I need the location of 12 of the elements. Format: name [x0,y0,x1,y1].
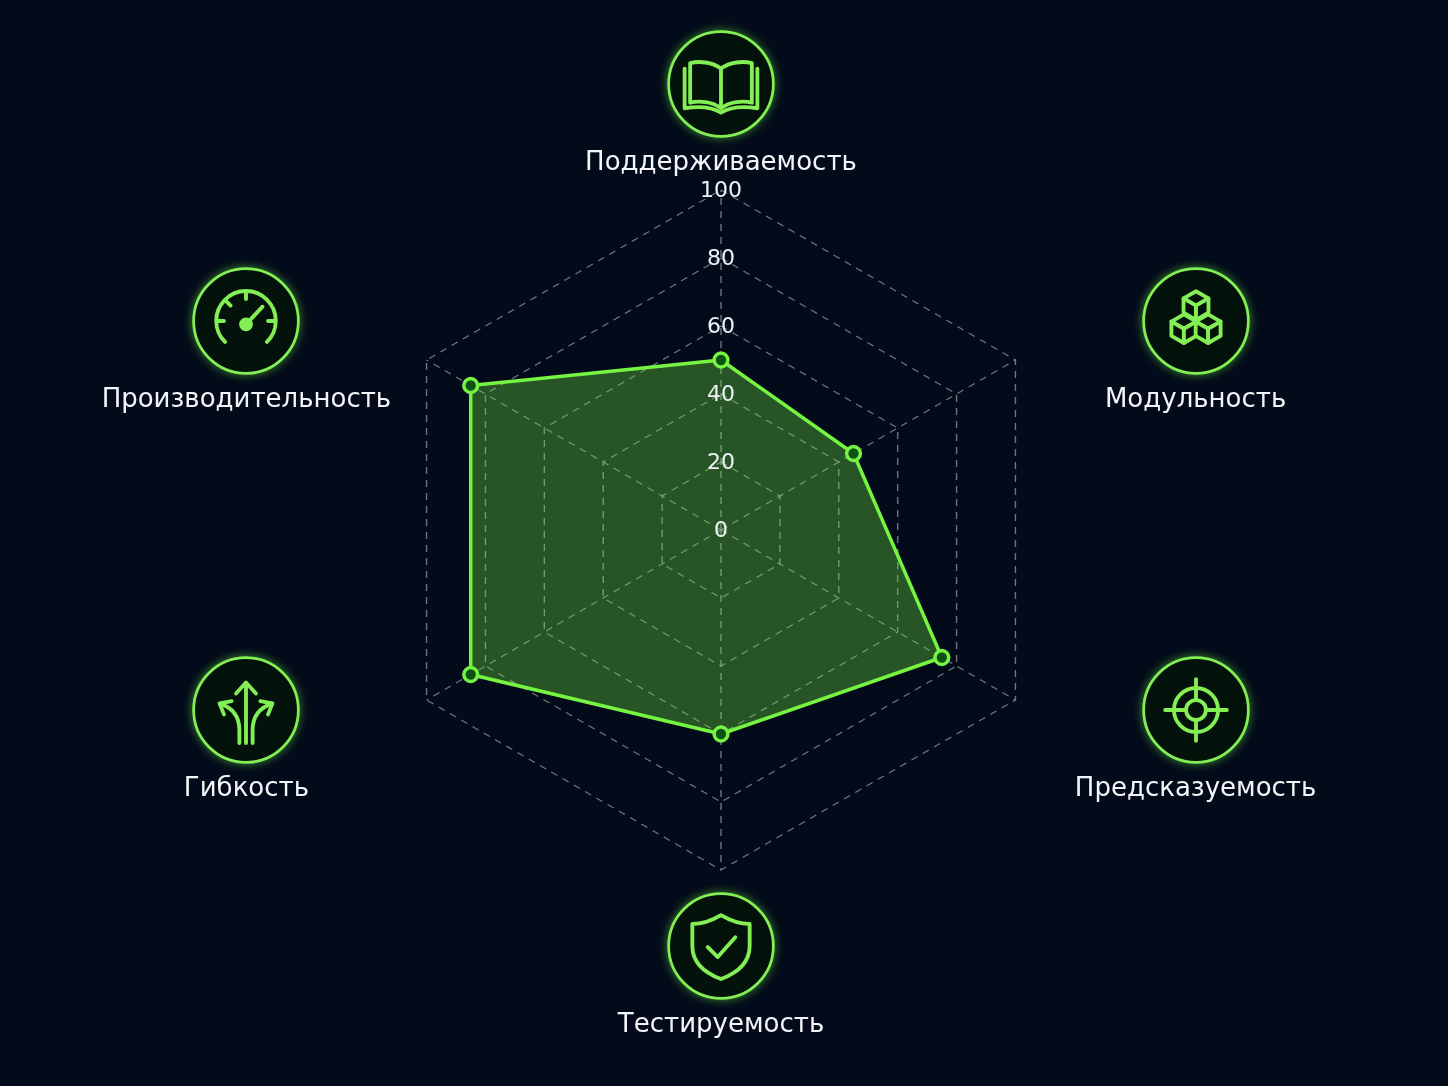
y-tick-label: 40 [707,381,735,406]
y-tick-label: 100 [700,177,742,202]
spoke-label: Предсказуемость [1074,771,1317,802]
spoke-label: Модульность [1104,382,1287,413]
spoke-label: Поддерживаемость [585,146,857,176]
spoke-label: Тестируемость [616,1008,825,1038]
y-tick-label: 80 [707,245,735,270]
spoke-label: Гибкость [183,771,309,802]
spoke-label: Производительность [101,382,392,413]
y-tick-label: 20 [707,449,735,474]
y-tick-label: 0 [714,517,728,542]
y-tick-label: 60 [707,313,735,338]
